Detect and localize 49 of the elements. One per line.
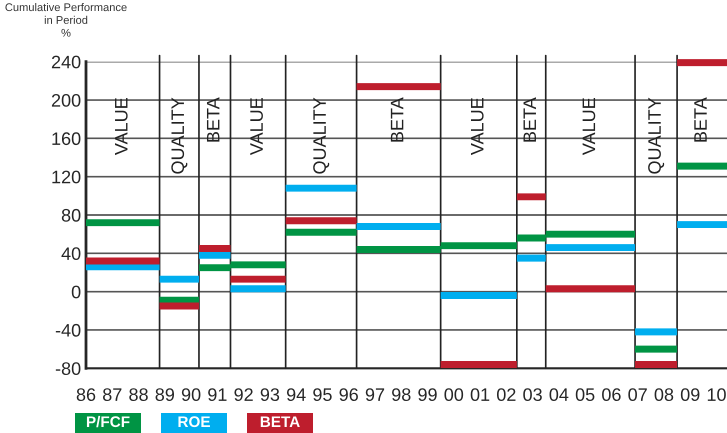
annotation: BETA xyxy=(524,97,536,142)
y-axis-title: Cumulative Performance in Period % xyxy=(5,3,127,37)
annotation: QUALITY xyxy=(171,98,188,174)
x-tick-label: 03 xyxy=(523,388,542,402)
x-tick-label: 90 xyxy=(182,388,200,402)
annotation: VALUE xyxy=(250,98,263,156)
annotation: BETA xyxy=(206,97,220,142)
x-tick-label: 92 xyxy=(234,388,253,402)
x-tick-label: 87 xyxy=(103,388,122,402)
y-tick-label: 0 xyxy=(72,286,80,298)
y-tick-label: -40 xyxy=(56,324,80,337)
annotation: QUALITY xyxy=(313,98,330,174)
x-tick-label: 09 xyxy=(680,388,700,402)
x-tick-label: 08 xyxy=(654,388,674,402)
x-tick-label: 06 xyxy=(602,388,621,402)
x-tick-label: 94 xyxy=(286,388,306,402)
x-tick-label: 88 xyxy=(129,388,148,402)
y-tick-label: 200 xyxy=(52,94,80,107)
x-tick-label: 97 xyxy=(366,388,384,402)
x-tick-label: 00 xyxy=(444,388,464,402)
x-tick-label: 96 xyxy=(340,388,358,402)
annotation: VALUE xyxy=(115,98,128,156)
annotation: VALUE xyxy=(582,98,596,156)
x-tick-label: 02 xyxy=(496,388,516,402)
text: BETA xyxy=(260,416,300,427)
x-tick-label: 91 xyxy=(208,388,227,402)
x-tick-label: 07 xyxy=(628,388,647,402)
x-tick-label: 04 xyxy=(550,388,568,402)
x-tick-label: 05 xyxy=(576,388,594,402)
y-tick-label: 240 xyxy=(52,56,80,68)
y-tick-label: 80 xyxy=(62,208,80,222)
y-tick-label: -80 xyxy=(56,362,80,376)
y-tick-label: 160 xyxy=(52,132,80,146)
y-tick-label: 40 xyxy=(61,247,80,260)
x-tick-label: 99 xyxy=(418,388,437,402)
x-tick-label: 98 xyxy=(392,388,411,402)
annotation: VALUE xyxy=(470,98,484,156)
x-tick-label: 86 xyxy=(76,388,96,402)
annotation: BETA xyxy=(694,97,707,142)
annotation: QUALITY xyxy=(648,98,664,174)
x-tick-label: 93 xyxy=(260,388,280,402)
annotation: BETA xyxy=(390,97,404,142)
x-tick-label: 95 xyxy=(313,388,332,402)
text: P/FCF xyxy=(86,416,130,428)
x-tick-label: 01 xyxy=(470,388,490,402)
y-tick-label: 120 xyxy=(52,170,80,184)
x-tick-label: 89 xyxy=(156,388,174,402)
x-tick-label: 10 xyxy=(708,388,726,402)
text: ROE xyxy=(178,416,210,428)
